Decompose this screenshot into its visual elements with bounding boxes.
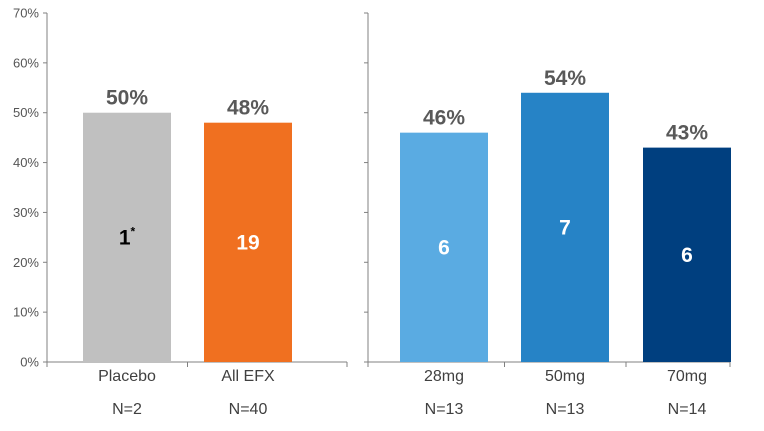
bar-count-footnote-mark: * bbox=[131, 224, 136, 238]
bar bbox=[400, 132, 488, 362]
x-category-label: 28mg bbox=[424, 368, 464, 385]
bar bbox=[83, 112, 171, 362]
y-tick-label: 60% bbox=[13, 55, 39, 70]
x-category-n-label: N=40 bbox=[229, 401, 268, 418]
bar-value-label: 50% bbox=[106, 87, 148, 110]
x-category-label: 50mg bbox=[545, 368, 585, 385]
bar bbox=[521, 92, 609, 363]
y-tick-label: 70% bbox=[13, 6, 39, 21]
bar bbox=[204, 122, 292, 362]
chart-panel-left: 0%10%20%30%40%50%60%70%50%1*PlaceboN=248… bbox=[13, 6, 348, 418]
y-tick-label: 30% bbox=[13, 205, 39, 220]
bar-count-label: 7 bbox=[559, 216, 571, 239]
y-tick-label: 40% bbox=[13, 155, 39, 170]
bar-value-label: 43% bbox=[666, 122, 708, 145]
x-category-label: 70mg bbox=[667, 368, 707, 385]
bar-count-label: 6 bbox=[681, 244, 693, 267]
bar-value-label: 46% bbox=[423, 107, 465, 130]
x-category-n-label: N=13 bbox=[546, 401, 585, 418]
y-tick-label: 50% bbox=[13, 105, 39, 120]
bar-count-label: 19 bbox=[236, 231, 259, 254]
bar bbox=[643, 147, 731, 362]
y-tick-label: 0% bbox=[20, 355, 39, 370]
bar-count-label: 6 bbox=[438, 236, 450, 259]
x-category-n-label: N=13 bbox=[425, 401, 464, 418]
x-category-label: Placebo bbox=[98, 368, 156, 385]
y-tick-label: 10% bbox=[13, 305, 39, 320]
bar-value-label: 48% bbox=[227, 97, 269, 120]
x-category-n-label: N=14 bbox=[668, 401, 707, 418]
bar-value-label: 54% bbox=[544, 67, 586, 90]
x-category-n-label: N=2 bbox=[112, 401, 142, 418]
chart-panel-right: 46% 6 28mg N=13 54% 7 50mg N=13 43% 6 70mg N=14 bbox=[364, 12, 731, 418]
y-tick-label: 20% bbox=[13, 255, 39, 270]
x-category-label: All EFX bbox=[221, 368, 275, 385]
